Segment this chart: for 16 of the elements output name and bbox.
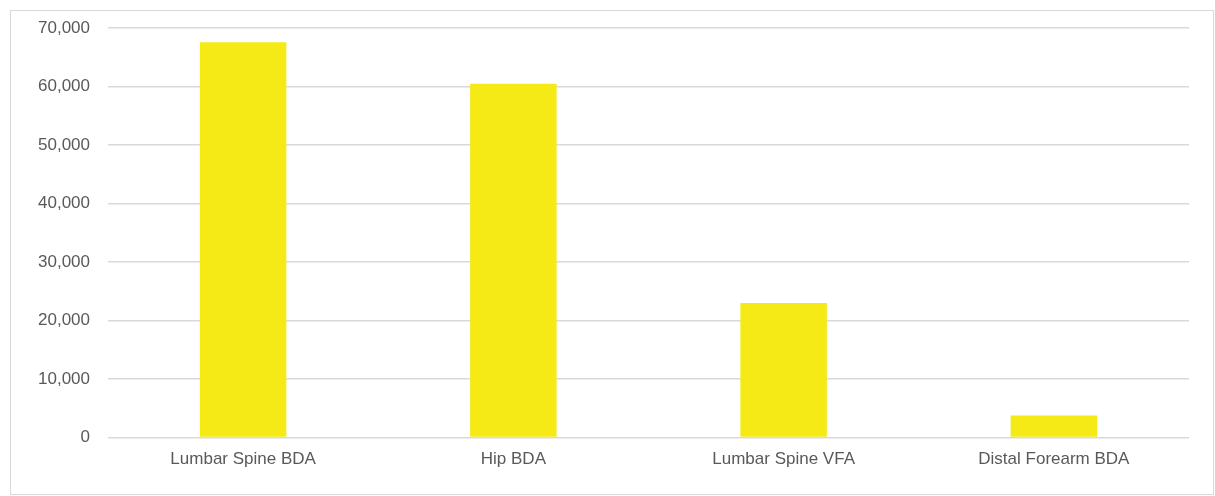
y-tick-label: 30,000 [38,251,90,271]
bar [1010,415,1098,437]
x-tick-label: Hip BDA [480,449,547,469]
y-tick-label: 70,000 [38,17,90,37]
y-tick-label: 40,000 [38,193,90,213]
y-tick-label: 60,000 [38,76,90,96]
y-tick-label: 10,000 [38,368,90,388]
y-tick-label: 20,000 [38,310,90,330]
y-tick-label: 50,000 [38,134,90,154]
y-tick-label: 0 [80,427,90,447]
bar [740,303,827,437]
bar [199,42,287,437]
bar [470,83,557,437]
x-tick-label: Lumbar Spine BDA [170,449,317,469]
x-tick-label: Distal Forearm BDA [978,449,1131,469]
x-tick-label: Lumbar Spine VFA [712,449,856,469]
